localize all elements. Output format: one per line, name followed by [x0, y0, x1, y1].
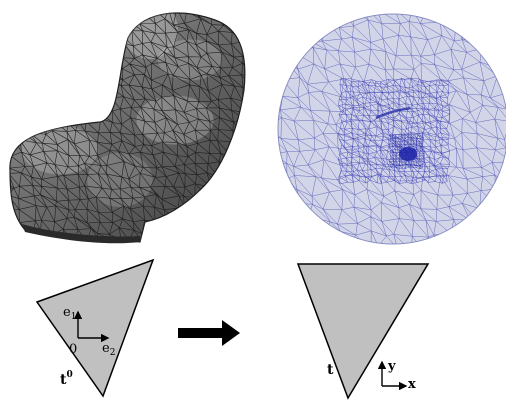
- y-label: y: [387, 359, 396, 374]
- right-arrow-icon: [178, 320, 240, 346]
- mesh-highlight: [87, 153, 152, 207]
- disk-dense-cluster: [399, 147, 417, 161]
- surface-mesh: [0, 0, 256, 245]
- origin-label: 0: [69, 342, 77, 357]
- mapped-triangle: y x t: [298, 264, 428, 398]
- disk-background: [278, 14, 506, 244]
- triangle-t0: [37, 260, 153, 396]
- x-label: x: [408, 377, 416, 392]
- parameterized-disk: [266, 6, 506, 252]
- reference-triangle: e1 e2 0 t0: [37, 260, 153, 396]
- t-label: t: [327, 362, 334, 378]
- t0-label: t0: [60, 370, 73, 388]
